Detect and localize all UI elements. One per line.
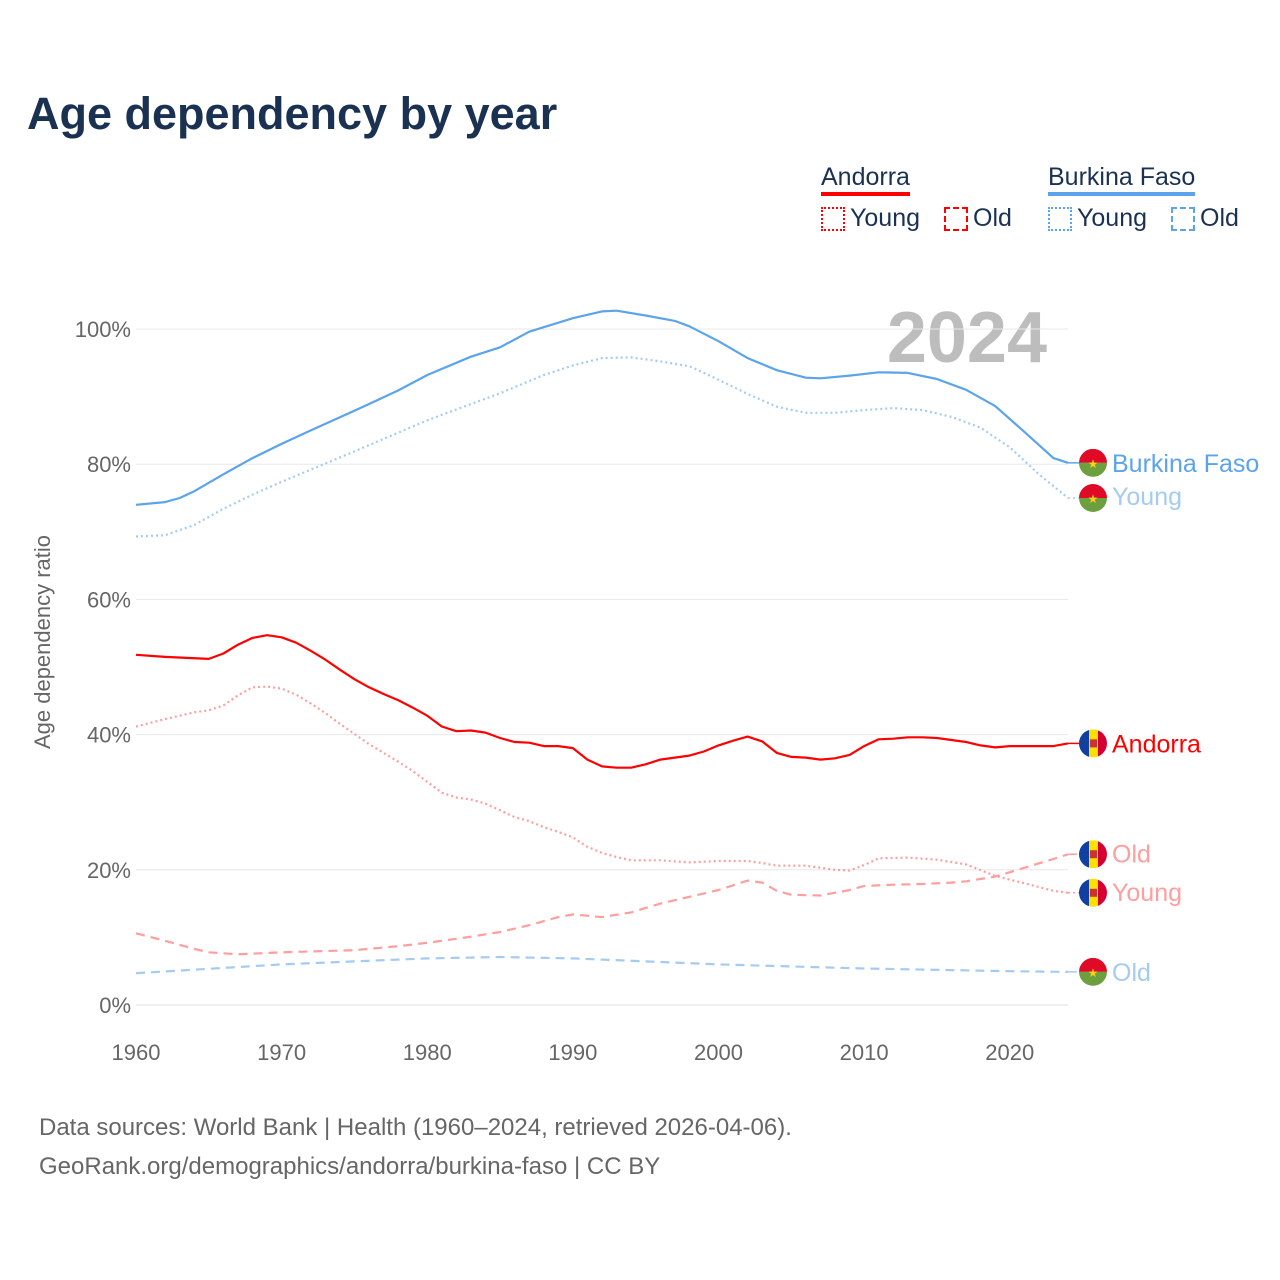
series-line-burkina-faso[interactable] <box>135 309 1069 506</box>
x-tick-label: 1960 <box>112 1040 161 1065</box>
x-tick-label: 2000 <box>694 1040 743 1065</box>
attribution-link[interactable]: GeoRank.org/demographics/andorra/burkina… <box>39 1153 661 1180</box>
andorra-flag-icon <box>1079 729 1107 758</box>
svg-text:★: ★ <box>1088 457 1099 471</box>
x-tick-label: 1980 <box>403 1040 452 1065</box>
legend-andorra-young[interactable]: Young <box>821 204 920 233</box>
dashed-swatch-icon <box>944 206 968 231</box>
andorra-flag-icon <box>1079 840 1107 869</box>
legend-label: Old <box>1200 204 1239 232</box>
y-tick-label: 100% <box>75 317 131 342</box>
legend-burkina-faso: Burkina Faso Young Old <box>1048 162 1257 233</box>
data-source: Data sources: World Bank | Health (1960–… <box>39 1114 792 1141</box>
dotted-swatch-icon <box>821 206 845 231</box>
y-axis-label: Age dependency ratio <box>30 535 55 749</box>
end-label: Burkina Faso <box>1112 450 1259 478</box>
series-line-burkina-faso-young[interactable] <box>135 356 1069 538</box>
y-tick-label: 80% <box>87 452 131 477</box>
x-tick-label: 2020 <box>985 1040 1034 1065</box>
end-label: Old <box>1112 840 1151 868</box>
legend-andorra-old[interactable]: Old <box>944 204 1012 233</box>
end-label: Andorra <box>1112 730 1201 758</box>
x-tick-label: 1990 <box>548 1040 597 1065</box>
end-label: Old <box>1112 959 1151 987</box>
legend-andorra: Andorra Young Old <box>821 162 1030 233</box>
series-line-andorra-old[interactable] <box>135 853 1069 956</box>
legend-burkina-name: Burkina Faso <box>1048 162 1196 196</box>
andorra-flag-icon <box>1079 878 1107 907</box>
svg-text:★: ★ <box>1088 492 1099 506</box>
legend-burkina-young[interactable]: Young <box>1048 204 1147 233</box>
series-line-andorra-young[interactable] <box>135 685 1069 894</box>
legend-label: Young <box>1077 204 1147 232</box>
series-line-burkina-faso-old[interactable] <box>135 955 1069 975</box>
series-line-andorra[interactable] <box>135 634 1069 769</box>
dotted-swatch-icon <box>1048 206 1072 231</box>
legend-label: Old <box>973 204 1012 232</box>
end-label: Young <box>1112 879 1182 907</box>
y-tick-label: 0% <box>99 993 131 1018</box>
y-tick-label: 20% <box>87 858 131 883</box>
burkina-flag-icon: ★ <box>1079 957 1107 986</box>
svg-text:★: ★ <box>1088 966 1099 980</box>
legend-andorra-name: Andorra <box>821 162 910 196</box>
legend-label: Young <box>850 204 920 232</box>
x-tick-label: 2010 <box>840 1040 889 1065</box>
y-tick-label: 60% <box>87 587 131 612</box>
year-watermark: 2024 <box>887 298 1047 378</box>
x-tick-label: 1970 <box>257 1040 306 1065</box>
chart-title: Age dependency by year <box>27 88 558 139</box>
end-label: Young <box>1112 483 1182 511</box>
legend-burkina-old[interactable]: Old <box>1171 204 1239 233</box>
burkina-flag-icon: ★ <box>1079 448 1107 477</box>
footer: Data sources: World Bank | Health (1960–… <box>39 1108 792 1186</box>
y-tick-label: 40% <box>87 723 131 748</box>
dashed-swatch-icon <box>1171 206 1195 231</box>
burkina-flag-icon: ★ <box>1079 484 1107 512</box>
